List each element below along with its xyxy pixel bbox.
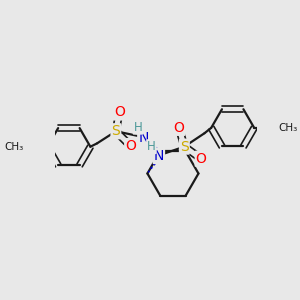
Text: O: O — [196, 152, 207, 166]
Text: CH₃: CH₃ — [278, 123, 298, 133]
Polygon shape — [140, 135, 160, 152]
Text: O: O — [114, 106, 125, 119]
Text: S: S — [180, 140, 189, 154]
Text: O: O — [173, 121, 184, 135]
Text: H: H — [134, 121, 142, 134]
Text: S: S — [112, 124, 120, 138]
Text: N: N — [138, 131, 148, 145]
Text: CH₃: CH₃ — [4, 142, 23, 152]
Text: H: H — [147, 140, 156, 153]
Text: N: N — [154, 149, 164, 163]
Text: O: O — [125, 139, 136, 153]
